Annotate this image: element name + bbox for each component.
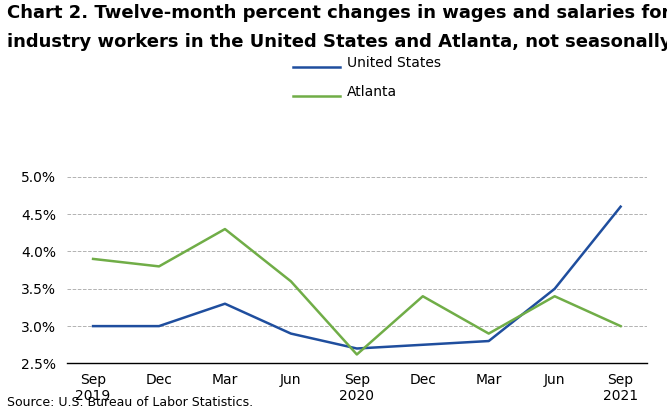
Text: industry workers in the United States and Atlanta, not seasonally adjusted: industry workers in the United States an… <box>7 33 667 51</box>
Text: Chart 2. Twelve-month percent changes in wages and salaries for private: Chart 2. Twelve-month percent changes in… <box>7 4 667 22</box>
Text: United States: United States <box>347 56 441 70</box>
Text: Atlanta: Atlanta <box>347 85 397 99</box>
Text: Source: U.S. Bureau of Labor Statistics.: Source: U.S. Bureau of Labor Statistics. <box>7 396 253 409</box>
